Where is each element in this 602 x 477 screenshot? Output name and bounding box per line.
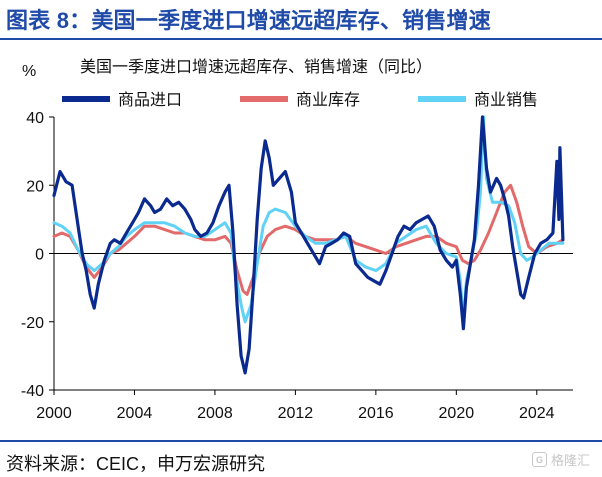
y-tick-label: -20: [21, 315, 44, 332]
figure-title: 图表 8：美国一季度进口增速远超库存、销售增速: [6, 8, 491, 33]
x-tick-label: 2000: [36, 405, 72, 422]
y-tick-label: 0: [35, 247, 44, 264]
x-tick-label: 2004: [117, 405, 153, 422]
y-tick-label: -40: [21, 383, 44, 400]
chart-subtitle: 美国一季度进口增速远超库存、销售增速（同比）: [80, 58, 432, 76]
figure-header: 图表 8：美国一季度进口增速远超库存、销售增速: [0, 0, 602, 40]
line-chart: 美国一季度进口增速远超库存、销售增速（同比）% 商品进口 商业库存 商业销售 -40 -2…: [21, 58, 573, 422]
x-tick-label: 2012: [278, 405, 314, 422]
y-tick-label: 40: [26, 110, 44, 127]
series-line: [52, 115, 565, 375]
x-tick-label: 2020: [439, 405, 475, 422]
y-tick-label: 20: [26, 178, 44, 195]
legend-label: 商业库存: [296, 91, 360, 109]
watermark-logo-icon: G: [531, 452, 547, 467]
x-tick-label: 2016: [358, 405, 394, 422]
watermark-text: 格隆汇: [550, 453, 590, 468]
legend-label: 商业销售: [474, 91, 538, 109]
legend-label: 商品进口: [118, 91, 182, 109]
figure-footer: 资料来源：CEIC，申万宏源研究 G 格隆汇: [0, 440, 602, 477]
series-line: [52, 115, 565, 324]
x-tick-label: 2008: [197, 405, 233, 422]
x-tick-label: 2024: [519, 405, 555, 422]
chart-area: 美国一季度进口增速远超库存、销售增速（同比）% 商品进口 商业库存 商业销售 -40 -2…: [0, 42, 602, 440]
y-axis-unit: %: [22, 63, 36, 80]
watermark: G 格隆汇: [531, 450, 590, 469]
source-note: 资料来源：CEIC，申万宏源研究: [6, 454, 266, 474]
